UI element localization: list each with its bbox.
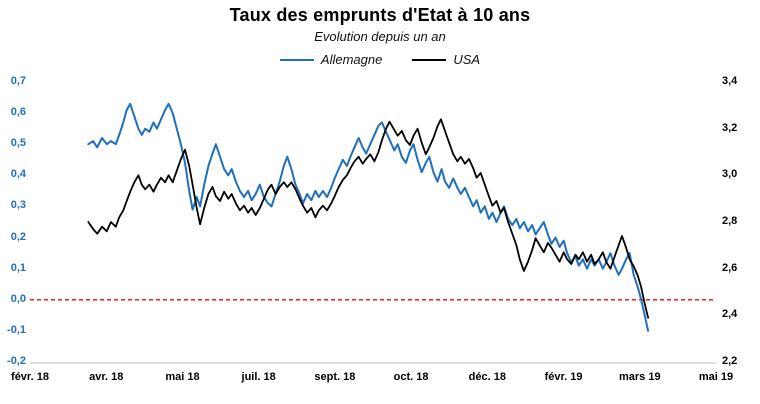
x-axis-tick-label: déc. 18 bbox=[468, 371, 506, 383]
left-axis-tick-label: 0,2 bbox=[10, 230, 26, 243]
right-axis-tick-label: 3,0 bbox=[722, 168, 738, 181]
left-axis-tick-label: -0,1 bbox=[7, 323, 26, 336]
chart-legend: Allemagne USA bbox=[0, 52, 760, 67]
left-axis-tick-label: 0,0 bbox=[10, 292, 26, 305]
x-axis-tick-label: févr. 18 bbox=[11, 371, 49, 383]
left-axis-tick-label: 0,3 bbox=[10, 199, 26, 212]
left-axis-tick-label: 0,5 bbox=[10, 137, 26, 150]
left-axis-tick-label: 0,4 bbox=[10, 168, 26, 181]
right-axis-tick-label: 2,2 bbox=[722, 355, 738, 367]
usa-line-swatch bbox=[412, 58, 447, 61]
left-axis-tick-label: -0,2 bbox=[7, 355, 26, 367]
right-axis-tick-label: 3,4 bbox=[722, 75, 738, 87]
x-axis-tick-label: févr. 19 bbox=[544, 371, 583, 383]
x-axis-tick-label: sept. 18 bbox=[314, 371, 356, 383]
right-axis-tick-label: 2,4 bbox=[722, 308, 738, 321]
legend-item-allemagne: Allemagne bbox=[279, 52, 383, 67]
x-axis-tick-label: mars 19 bbox=[618, 371, 661, 383]
x-axis-tick-label: juil. 18 bbox=[241, 371, 276, 383]
left-axis-tick-label: 0,6 bbox=[10, 106, 26, 119]
right-axis-tick-label: 2,6 bbox=[722, 261, 738, 274]
x-axis-tick-label: oct. 18 bbox=[393, 371, 429, 383]
legend-label-allemagne: Allemagne bbox=[320, 52, 383, 67]
allemagne-line-swatch bbox=[279, 58, 314, 61]
chart-subtitle: Evolution depuis un an bbox=[314, 29, 446, 44]
allemagne-series-line bbox=[87, 102, 650, 332]
right-axis-tick-label: 2,8 bbox=[722, 215, 738, 227]
usa-series-line bbox=[87, 118, 649, 319]
chart-title: Taux des emprunts d'Etat à 10 ans bbox=[229, 5, 531, 25]
left-axis-tick-label: 0,7 bbox=[10, 75, 26, 87]
left-axis-tick-label: 0,1 bbox=[10, 261, 26, 274]
x-axis-tick-label: mai 18 bbox=[165, 371, 200, 383]
legend-label-usa: USA bbox=[453, 52, 481, 67]
right-axis-tick-label: 3,2 bbox=[722, 121, 738, 134]
legend-item-usa: USA bbox=[412, 52, 480, 67]
x-axis-tick-label: avr. 18 bbox=[89, 371, 124, 383]
x-axis-tick-label: mai 19 bbox=[698, 371, 734, 383]
